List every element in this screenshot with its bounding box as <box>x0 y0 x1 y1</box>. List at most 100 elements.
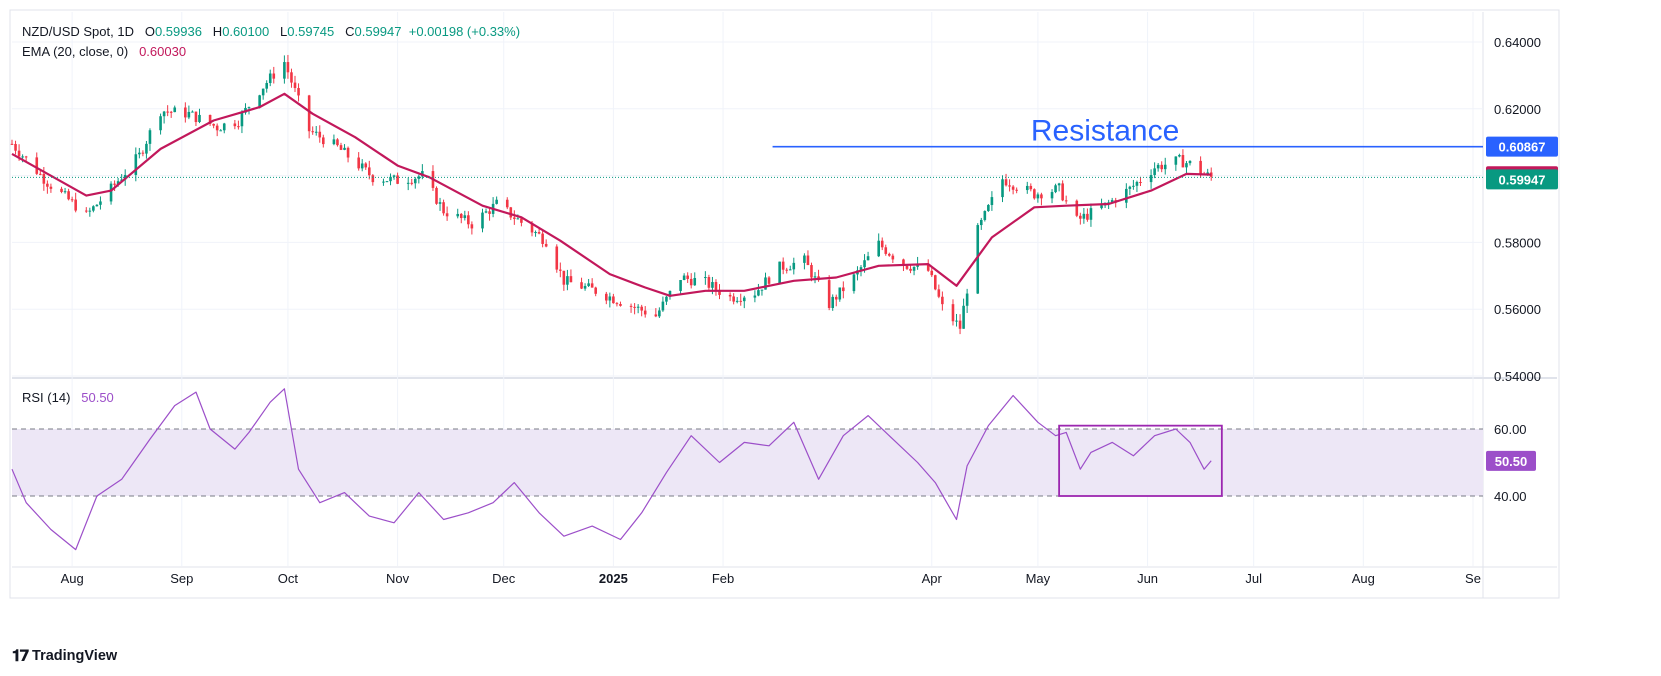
chart-frame <box>9 9 1560 599</box>
candle-body <box>290 72 293 83</box>
candle-body <box>902 259 905 266</box>
candle-body <box>505 199 509 208</box>
price-tick-label: 0.56000 <box>1494 302 1541 317</box>
close-value: 0.59947 <box>354 24 402 39</box>
candle-body <box>1050 192 1054 199</box>
candle-body <box>937 289 941 297</box>
candle-body <box>640 306 643 311</box>
candle-body <box>1185 163 1188 168</box>
candle-body <box>49 186 53 189</box>
open-value: 0.59936 <box>154 24 202 39</box>
candle-body <box>1100 205 1103 209</box>
candle-body <box>615 303 619 305</box>
candle-body <box>24 156 28 158</box>
candle-body <box>1135 181 1139 186</box>
candle-body <box>654 314 658 317</box>
ohlc-legend: NZD/USD Spot, 1D O0.59936 H0.60100 L0.59… <box>22 24 520 39</box>
candle-body <box>838 287 842 300</box>
candle-body <box>63 191 67 193</box>
price-tick-label: 0.64000 <box>1494 35 1541 50</box>
candle-body <box>753 295 757 298</box>
candle-body <box>417 176 421 179</box>
candle-body <box>544 243 548 247</box>
candle-body <box>668 290 672 297</box>
candle-body <box>792 262 796 270</box>
candle-body <box>467 215 470 225</box>
candle-body <box>389 176 392 182</box>
tradingview-logo[interactable]: 𝟏𝟳 TradingView <box>12 646 117 666</box>
candle-body <box>912 266 916 271</box>
candle-body <box>261 88 265 96</box>
candle-body <box>636 306 640 308</box>
candle-body <box>1163 164 1167 170</box>
candle-body <box>194 111 198 123</box>
candle-body <box>219 130 223 132</box>
candle-body <box>682 275 686 280</box>
candle-body <box>385 181 389 183</box>
candle-body <box>39 173 42 175</box>
candle-body <box>831 296 835 308</box>
candle-body <box>555 246 559 270</box>
rsi-band <box>12 429 1483 496</box>
candle-body <box>60 188 63 192</box>
candle-body <box>955 320 958 322</box>
ema-legend[interactable]: EMA (20, close, 0) 0.60030 <box>22 44 186 59</box>
candle-body <box>470 224 474 229</box>
candle-body <box>693 277 697 286</box>
candle-body <box>339 145 343 150</box>
candle-body <box>1089 208 1093 220</box>
candle-body <box>343 147 346 150</box>
candle-body <box>767 277 771 284</box>
change-value: +0.00198 (+0.33%) <box>408 24 521 39</box>
candle-body <box>495 199 498 204</box>
rsi-tick-label: 60.00 <box>1494 422 1527 437</box>
candle-body <box>187 111 191 118</box>
candle-body <box>283 62 286 79</box>
candle-body <box>1086 213 1089 220</box>
candle-body <box>258 95 261 108</box>
candle-body <box>1001 179 1004 198</box>
candle-body <box>951 304 955 322</box>
candle-body <box>718 289 721 295</box>
rsi-highlight-box[interactable] <box>1058 424 1223 497</box>
symbol-label[interactable]: NZD/USD Spot, 1D <box>22 24 134 39</box>
candle-body <box>979 219 983 226</box>
candle-body <box>332 139 336 145</box>
candle-body <box>1178 155 1181 157</box>
candle-body <box>612 296 615 304</box>
candle-body <box>1015 189 1018 191</box>
candle-body <box>941 296 944 305</box>
candle-body <box>1174 156 1178 165</box>
candle-body <box>926 263 930 271</box>
price-tick-label: 0.62000 <box>1494 102 1541 117</box>
candle-body <box>123 174 127 180</box>
candle-body <box>293 82 297 89</box>
candle-body <box>198 114 201 123</box>
candle-body <box>67 191 70 200</box>
candle-body <box>962 305 965 329</box>
candle-body <box>1199 160 1202 174</box>
candle-body <box>785 269 789 271</box>
last-price-badge <box>1486 169 1558 190</box>
candle-body <box>1206 172 1209 175</box>
candle-body <box>84 210 88 212</box>
candle-body <box>580 282 583 289</box>
candle-body <box>21 156 24 158</box>
candle-body <box>169 111 173 113</box>
candle-body <box>116 181 120 185</box>
candle-body <box>1160 164 1163 170</box>
candle-body <box>265 83 269 89</box>
time-tick-label: Dec <box>492 571 516 586</box>
candle-body <box>1033 189 1036 199</box>
rsi-legend[interactable]: RSI (14) 50.50 <box>22 390 114 405</box>
candle-body <box>1061 183 1064 201</box>
tradingview-wordmark: TradingView <box>32 648 118 664</box>
candle-body <box>658 310 661 317</box>
candle-body <box>665 296 668 302</box>
candle-body <box>866 256 870 261</box>
candle-body <box>367 167 371 176</box>
candle-body <box>541 233 544 244</box>
candle-body <box>933 275 937 290</box>
candle-body <box>173 107 177 113</box>
